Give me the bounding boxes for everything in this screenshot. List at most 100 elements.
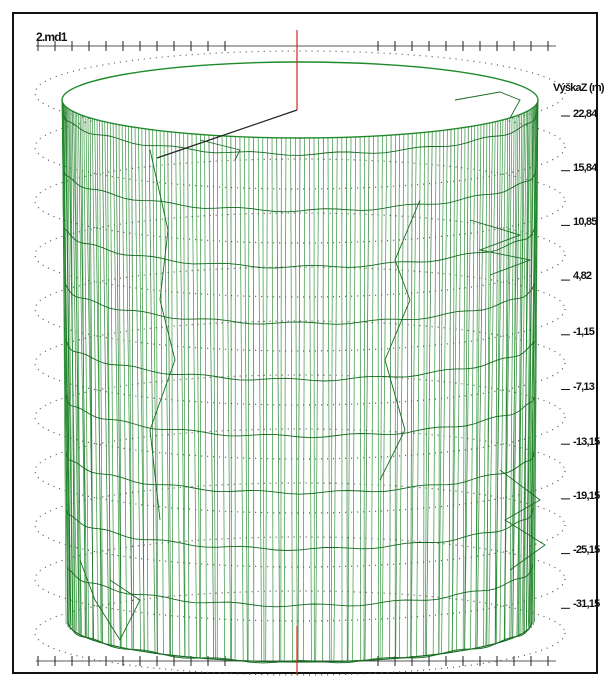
mesh-vertical-line xyxy=(71,111,80,634)
mesh-vertical-line xyxy=(290,137,293,662)
mesh-defect-stroke xyxy=(469,219,532,276)
mesh-section-curve xyxy=(64,283,536,325)
mesh-vertical-line xyxy=(517,113,522,637)
mesh-section-curve xyxy=(65,452,535,495)
mesh-section-curve xyxy=(65,338,535,382)
mesh-vertical-line xyxy=(244,136,248,661)
mesh-vertical-line xyxy=(221,135,226,660)
mesh-vertical-line xyxy=(183,133,186,657)
mesh-vertical-line xyxy=(226,136,231,661)
mesh-vertical-line xyxy=(94,119,103,643)
mesh-vertical-line xyxy=(131,126,135,651)
mesh-vertical-line xyxy=(159,130,164,655)
dotted-ring xyxy=(34,482,566,568)
mesh-vertical-line xyxy=(134,127,141,651)
mesh-vertical-line xyxy=(322,137,324,662)
mesh-vertical-line xyxy=(191,133,198,658)
height-axis-title: VýškaZ (m) xyxy=(553,82,604,94)
mesh-vertical-line xyxy=(308,137,312,662)
mesh-vertical-line xyxy=(195,134,201,658)
mesh-vertical-line xyxy=(530,105,536,629)
height-tick-label: -19,15 xyxy=(573,490,600,502)
dotted-ring xyxy=(34,374,566,460)
mesh-section-curve xyxy=(66,564,534,608)
mesh-vertical-line xyxy=(438,130,444,654)
mesh-section-curve xyxy=(64,226,536,269)
mesh-vertical-line xyxy=(381,135,388,660)
mesh-vertical-line xyxy=(327,137,331,662)
mesh-vertical-line xyxy=(448,129,452,653)
mesh-vertical-line xyxy=(410,133,413,658)
mesh-vertical-line xyxy=(470,125,476,650)
mesh-vertical-line xyxy=(156,130,158,654)
mesh-vertical-line xyxy=(516,112,526,636)
mesh-vertical-line xyxy=(96,119,102,643)
mesh-vertical-line xyxy=(503,117,513,641)
mesh-vertical-line xyxy=(352,136,356,661)
mesh-vertical-line xyxy=(462,127,466,651)
mesh-vertical-line xyxy=(276,137,281,662)
mesh-defect-stroke xyxy=(454,91,521,119)
mesh-vertical-line xyxy=(395,134,400,659)
height-tick-label: -13,15 xyxy=(573,436,600,448)
cylinder-mesh xyxy=(61,61,546,664)
mesh-section-curve xyxy=(63,168,537,213)
mesh-vertical-line xyxy=(410,133,417,657)
height-tick-label: -7,13 xyxy=(573,381,595,393)
mesh-vertical-line xyxy=(346,137,348,662)
mesh-vertical-line xyxy=(503,117,511,641)
viewer-border xyxy=(12,12,598,674)
mesh-vertical-line xyxy=(141,128,145,652)
mesh-vertical-line xyxy=(63,104,69,627)
mesh-vertical-line xyxy=(62,102,67,625)
mesh-vertical-line xyxy=(271,137,274,662)
mesh-vertical-line xyxy=(359,136,362,661)
mesh-vertical-line xyxy=(239,136,244,661)
mesh-vertical-line xyxy=(389,135,392,659)
mesh-vertical-line xyxy=(370,136,374,661)
mesh-vertical-line xyxy=(121,125,128,649)
mesh-vertical-line xyxy=(163,131,171,655)
height-tick-label: -25,15 xyxy=(573,544,600,556)
mesh-vertical-line xyxy=(63,105,69,628)
mesh-vertical-line xyxy=(486,122,491,647)
dotted-ring xyxy=(34,320,566,406)
mesh-vertical-line xyxy=(379,135,383,660)
cylinder-top-rim xyxy=(61,61,539,139)
mesh-vertical-line xyxy=(101,121,110,645)
mesh-vertical-line xyxy=(495,119,504,643)
radial-axis xyxy=(156,109,298,159)
mesh-vertical-line xyxy=(83,115,89,639)
mesh-vertical-line xyxy=(297,137,301,663)
dotted-ring xyxy=(34,536,566,622)
mesh-vertical-line xyxy=(519,111,527,635)
mesh-section-curve xyxy=(67,622,533,664)
mesh-vertical-line xyxy=(416,132,421,657)
mesh-vertical-line xyxy=(330,137,333,662)
mesh-vertical-line xyxy=(333,137,338,662)
height-tick-marks xyxy=(561,115,570,609)
mesh-section-curve xyxy=(65,394,535,439)
mesh-vertical-line xyxy=(67,108,74,631)
mesh-vertical-line xyxy=(483,123,488,647)
mesh-vertical-line xyxy=(89,117,94,641)
mesh-vertical-line xyxy=(212,135,216,660)
mesh-defect-stroke xyxy=(379,199,421,481)
mesh-vertical-line xyxy=(124,125,133,650)
mesh-vertical-line xyxy=(456,127,462,652)
mesh-vertical-line xyxy=(488,121,496,645)
mesh-defect-stroke xyxy=(199,139,241,161)
height-tick-label: 4,82 xyxy=(573,270,592,282)
mesh-vertical-line xyxy=(99,120,103,644)
mesh-vertical-line xyxy=(109,122,115,647)
mesh-vertical-line xyxy=(175,132,181,657)
mesh-vertical-line xyxy=(107,122,111,646)
height-tick-label: -1,15 xyxy=(573,326,595,338)
height-tick-label: 15,84 xyxy=(573,162,597,174)
mesh-vertical-line xyxy=(364,136,370,661)
mesh-vertical-line xyxy=(441,129,448,654)
mesh-vertical-line xyxy=(148,129,156,653)
mesh-vertical-line xyxy=(70,110,75,633)
mesh-vertical-line xyxy=(495,120,501,644)
